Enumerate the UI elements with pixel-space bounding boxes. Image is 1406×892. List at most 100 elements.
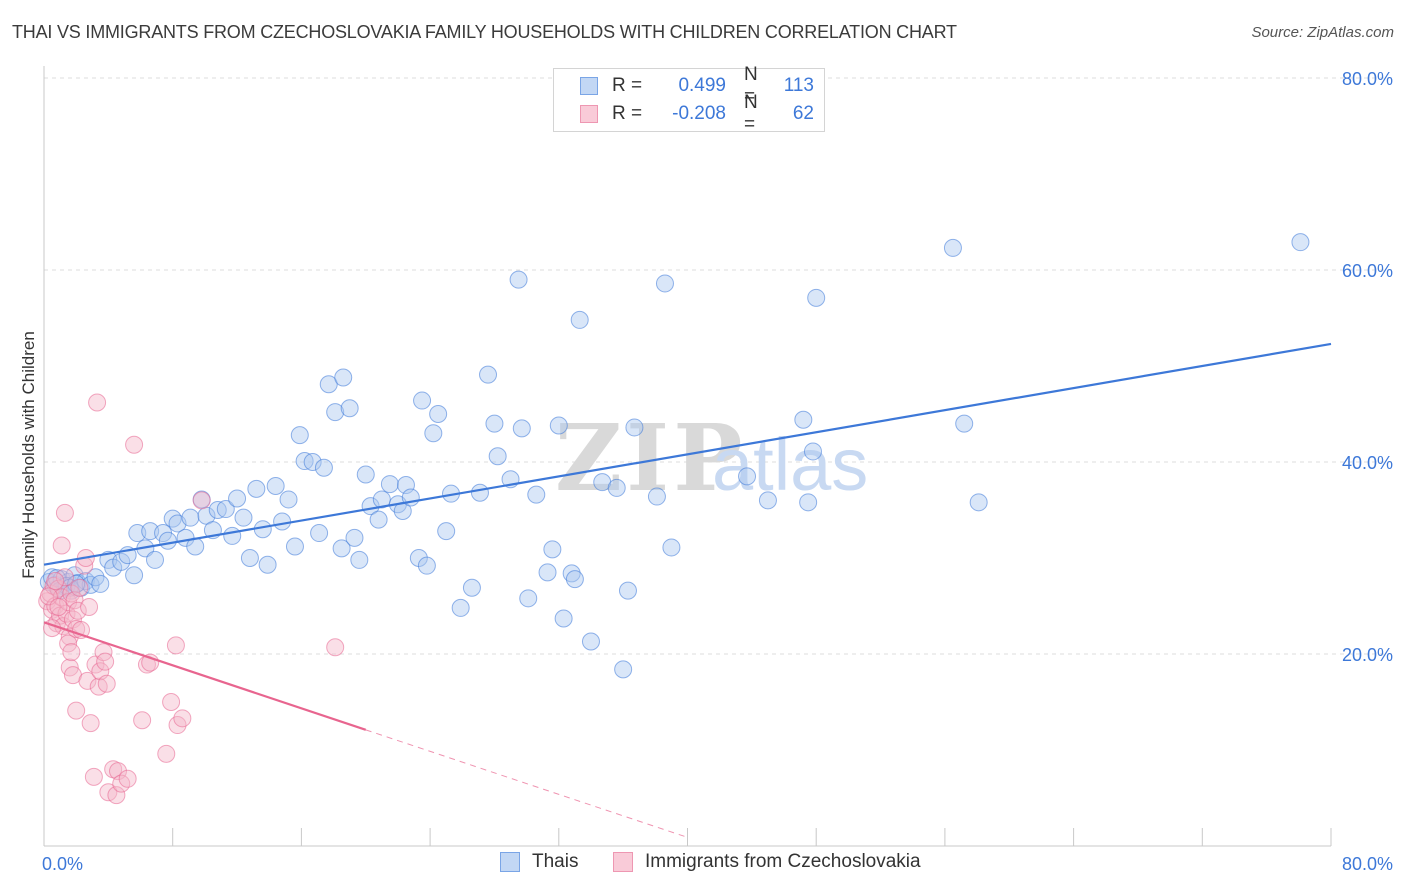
data-point	[543, 540, 562, 559]
data-point	[125, 566, 144, 585]
data-point	[570, 310, 589, 329]
data-point	[285, 537, 304, 556]
data-point	[67, 701, 86, 720]
data-point	[955, 414, 974, 433]
data-point	[479, 365, 498, 384]
data-point	[258, 555, 277, 574]
y-tick-label: 20.0%	[1342, 645, 1393, 665]
y-tick-label: 40.0%	[1342, 453, 1393, 473]
y-tick-label: 80.0%	[1342, 69, 1393, 89]
x-tick-label: 0.0%	[42, 854, 83, 874]
data-point	[247, 479, 266, 498]
trend-lines	[43, 342, 1332, 838]
data-point	[350, 550, 369, 569]
data-point	[80, 597, 99, 616]
data-point	[84, 767, 103, 786]
data-point	[554, 609, 573, 628]
data-point	[470, 483, 489, 502]
data-point	[625, 418, 644, 437]
data-point	[68, 601, 87, 620]
grid-lines	[44, 77, 1393, 655]
data-point	[55, 503, 74, 522]
y-tick-label: 60.0%	[1342, 261, 1393, 281]
data-point	[97, 674, 116, 693]
legend-item-thais: Thais	[500, 851, 578, 873]
data-point	[181, 508, 200, 527]
data-point	[125, 435, 144, 454]
legend-n-label: N =	[744, 92, 758, 135]
data-point	[158, 531, 177, 550]
data-point	[266, 477, 285, 495]
data-point	[228, 489, 247, 508]
legend-row-thais: R = 0.499 N = 113	[554, 64, 814, 107]
legend-label-thais: Thais	[532, 851, 579, 872]
data-point	[807, 288, 826, 307]
data-point	[118, 769, 137, 788]
data-point	[413, 391, 432, 410]
chart-title: THAI VS IMMIGRANTS FROM CZECHOSLOVAKIA F…	[12, 22, 957, 42]
data-point	[943, 238, 962, 257]
data-point	[52, 536, 71, 555]
data-point	[334, 368, 353, 387]
data-point	[216, 500, 235, 519]
data-point	[424, 424, 443, 443]
data-point	[314, 458, 333, 477]
data-point	[46, 572, 65, 591]
legend-row-czechoslovakia: R = -0.208 N = 62	[554, 92, 814, 135]
data-point	[462, 578, 481, 597]
watermark-atlas: atlas	[712, 423, 868, 506]
legend-swatch-thais	[580, 77, 598, 95]
data-point	[565, 570, 584, 589]
data-point	[173, 709, 192, 728]
data-point	[78, 671, 97, 690]
data-point	[799, 493, 818, 512]
data-point	[538, 563, 557, 582]
data-point	[429, 405, 448, 423]
data-point	[1291, 233, 1310, 252]
data-point	[581, 632, 600, 651]
data-point	[146, 550, 165, 569]
series-czechoslovakia	[38, 393, 345, 805]
data-point	[618, 581, 637, 600]
data-point	[655, 274, 674, 293]
trend-line	[43, 621, 367, 731]
y-axis-label: Family Households with Children	[19, 331, 38, 579]
data-point	[166, 636, 185, 655]
data-point	[527, 485, 546, 504]
data-point	[290, 426, 309, 445]
data-point	[356, 465, 375, 484]
data-point	[647, 487, 666, 506]
data-point	[662, 538, 681, 557]
data-point	[451, 598, 470, 617]
data-point	[62, 643, 81, 662]
data-point	[279, 490, 298, 509]
stats-legend: R = 0.499 N = 113 R = -0.208 N = 62	[553, 64, 825, 135]
data-point	[91, 574, 110, 593]
data-point	[369, 510, 388, 529]
data-point	[519, 589, 538, 608]
data-point	[192, 491, 211, 510]
trend-line	[43, 342, 1332, 566]
data-point	[96, 652, 115, 671]
data-point	[332, 539, 351, 558]
data-point	[88, 393, 107, 412]
data-point	[417, 556, 436, 575]
data-point	[485, 414, 504, 433]
data-point	[345, 528, 364, 547]
legend-n-value: 113	[783, 75, 814, 96]
data-point	[49, 597, 68, 616]
data-point	[549, 416, 568, 435]
legend-label-czechoslovakia: Immigrants from Czechoslovakia	[645, 851, 921, 872]
data-point	[614, 660, 633, 679]
legend-swatch-czechoslovakia	[580, 105, 598, 123]
data-point	[133, 711, 152, 730]
legend-swatch-czechoslovakia	[613, 852, 633, 872]
data-point	[326, 403, 345, 422]
data-point	[303, 453, 322, 471]
legend-r-value: 0.499	[678, 75, 726, 96]
data-point	[163, 509, 182, 528]
data-point	[969, 493, 988, 512]
data-point	[562, 564, 581, 583]
data-point	[240, 549, 259, 567]
